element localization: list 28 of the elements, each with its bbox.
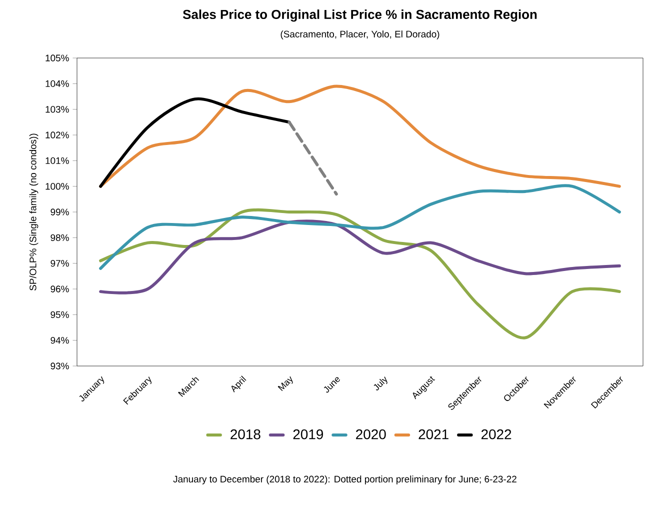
y-tick-label: 94% — [50, 336, 69, 344]
legend-label: 2019 — [293, 429, 323, 440]
line-series — [99, 220, 621, 294]
y-tick-label: 99% — [50, 208, 69, 216]
y-tick-label: 96% — [50, 286, 69, 292]
y-tick-label: 100% — [46, 182, 69, 190]
y-tick-label: 97% — [50, 260, 69, 267]
line-series — [99, 84, 621, 188]
text: January to December (2018 to 2022): Dotted portion preliminary for June; 6-23-22 — [173, 476, 516, 484]
x-tick-label: May — [278, 376, 293, 392]
y-tick-label: 98% — [50, 234, 69, 242]
x-tick-label: July — [374, 376, 388, 390]
chart-title: Sales Price to Original List Price % in Sacramento Region — [182, 10, 537, 22]
y-tick-label: 101% — [46, 157, 69, 164]
line-series — [99, 97, 291, 188]
legend-label: 2022 — [481, 429, 512, 440]
y-tick-label: 103% — [46, 106, 69, 113]
y-tick-label: 104% — [46, 80, 69, 88]
y-axis-title: SP/OLP% (Single family (no condos)) — [29, 134, 38, 290]
legend-label: 2018 — [230, 429, 260, 440]
chart-subtitle: (Sacramento, Placer, Yolo, El Dorado) — [280, 30, 440, 40]
y-tick-label: 93% — [50, 362, 69, 370]
y-tick-label: 105% — [46, 54, 69, 62]
y-tick-label: 102% — [46, 132, 69, 138]
line-series — [99, 184, 621, 270]
legend-label: 2020 — [356, 429, 386, 440]
y-tick-label: 95% — [50, 311, 69, 318]
legend-label: 2021 — [418, 429, 448, 440]
